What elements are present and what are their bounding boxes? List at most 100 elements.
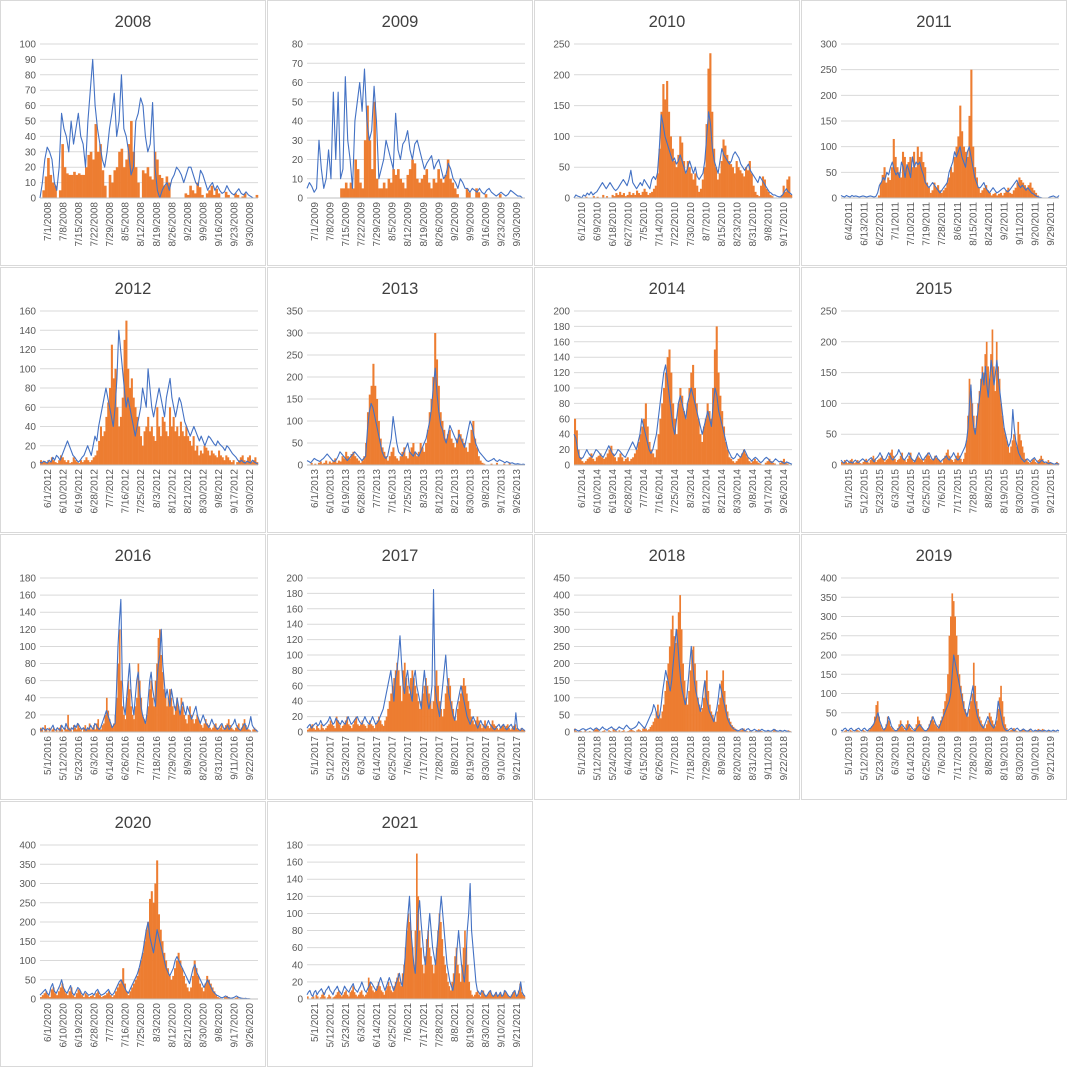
x-tick-label: 5/12/2015 bbox=[859, 469, 870, 514]
bar bbox=[197, 975, 200, 999]
bar bbox=[677, 612, 680, 732]
bar bbox=[645, 728, 647, 732]
bar bbox=[732, 461, 735, 465]
bar bbox=[129, 991, 132, 999]
bar bbox=[252, 729, 254, 732]
chart-panel: 2014 0 20 40 60 80 100 120 140 160 180 200 6/1/2014 6… bbox=[534, 267, 800, 533]
bar bbox=[388, 701, 391, 732]
y-tick-label: 300 bbox=[820, 612, 837, 623]
bar bbox=[979, 192, 982, 198]
bar bbox=[455, 947, 458, 999]
bar bbox=[523, 996, 526, 999]
bar bbox=[603, 730, 606, 732]
y-tick-label: 60 bbox=[25, 676, 37, 687]
chart-panel: 2015 0 50 100 150 200 250 5/1/2015 5/12/2015 5/23… bbox=[801, 267, 1067, 533]
bar bbox=[207, 450, 210, 465]
bar bbox=[1036, 463, 1038, 465]
x-tick-label: 9/11/2016 bbox=[230, 736, 241, 780]
bar bbox=[916, 146, 919, 198]
bar bbox=[753, 458, 756, 465]
y-tick-label: 40 bbox=[25, 132, 37, 143]
bar bbox=[192, 436, 195, 466]
bar bbox=[647, 194, 650, 198]
bar bbox=[990, 354, 992, 465]
bar bbox=[895, 461, 898, 465]
x-tick-label: 7/25/2020 bbox=[136, 1003, 147, 1048]
x-tick-label: 6/25/2017 bbox=[388, 736, 399, 781]
bar bbox=[160, 655, 163, 732]
chart-title: 2014 bbox=[649, 280, 686, 298]
bar bbox=[428, 947, 431, 999]
bar bbox=[372, 725, 374, 732]
bar bbox=[981, 190, 984, 198]
bar bbox=[990, 195, 993, 198]
bar bbox=[757, 729, 760, 732]
bar bbox=[322, 992, 325, 999]
bar bbox=[574, 418, 577, 465]
bar bbox=[224, 191, 228, 198]
x-tick-label: 8/19/2021 bbox=[466, 1003, 477, 1048]
bar bbox=[52, 460, 55, 465]
bar bbox=[717, 372, 720, 465]
bar bbox=[151, 697, 154, 732]
bar bbox=[944, 701, 946, 732]
x-tick-label: 7/16/2013 bbox=[388, 469, 399, 514]
bar bbox=[94, 455, 97, 466]
bar bbox=[765, 188, 768, 198]
bar bbox=[658, 148, 661, 198]
bar bbox=[157, 637, 160, 732]
bar bbox=[404, 947, 407, 999]
bar bbox=[1004, 724, 1007, 732]
bar bbox=[160, 177, 164, 198]
x-tick-label: 8/30/2013 bbox=[466, 469, 477, 514]
bar bbox=[315, 994, 318, 999]
bar bbox=[93, 997, 96, 1000]
bar bbox=[466, 964, 469, 999]
y-tick-label: 400 bbox=[19, 841, 36, 852]
x-tick-label: 7/16/2012 bbox=[121, 469, 132, 514]
bar bbox=[343, 458, 346, 465]
bar bbox=[457, 429, 460, 465]
bar bbox=[955, 635, 958, 732]
bar bbox=[405, 456, 408, 465]
bar bbox=[446, 159, 450, 198]
bar bbox=[520, 992, 523, 999]
bar bbox=[250, 462, 253, 465]
bar bbox=[323, 462, 326, 465]
bar bbox=[508, 728, 511, 732]
bar bbox=[517, 729, 520, 732]
bar bbox=[474, 994, 476, 999]
bar bbox=[917, 455, 919, 465]
bar bbox=[719, 395, 722, 465]
bar bbox=[760, 730, 763, 732]
bar bbox=[1000, 685, 1002, 732]
chart-title: 2017 bbox=[382, 547, 419, 565]
chart-panel: 2017 0 20 40 60 80 100 120 140 160 180 200 5/1/2017 5… bbox=[267, 534, 533, 800]
bar bbox=[145, 929, 148, 999]
x-tick-label: 9/21/2019 bbox=[1046, 736, 1057, 781]
bar bbox=[359, 462, 362, 465]
bar bbox=[211, 987, 214, 999]
y-tick-label: 40 bbox=[559, 430, 571, 441]
bar bbox=[366, 412, 370, 465]
y-tick-label: 60 bbox=[292, 78, 304, 89]
bar bbox=[141, 445, 144, 465]
bar bbox=[679, 388, 682, 465]
bar bbox=[444, 174, 448, 198]
x-tick-label: 9/30/2012 bbox=[245, 469, 256, 514]
bar bbox=[87, 154, 91, 198]
bar bbox=[605, 196, 609, 198]
bar bbox=[725, 704, 727, 732]
bar bbox=[218, 997, 221, 1000]
x-tick-label: 7/14/2010 bbox=[655, 202, 666, 247]
bar bbox=[599, 453, 602, 465]
y-tick-label: 150 bbox=[820, 117, 837, 128]
bar bbox=[592, 458, 595, 465]
bar bbox=[230, 727, 233, 732]
bar bbox=[110, 725, 112, 732]
bar bbox=[593, 461, 597, 465]
y-tick-label: 250 bbox=[19, 898, 36, 909]
bar bbox=[207, 979, 211, 999]
bar bbox=[216, 997, 219, 1000]
